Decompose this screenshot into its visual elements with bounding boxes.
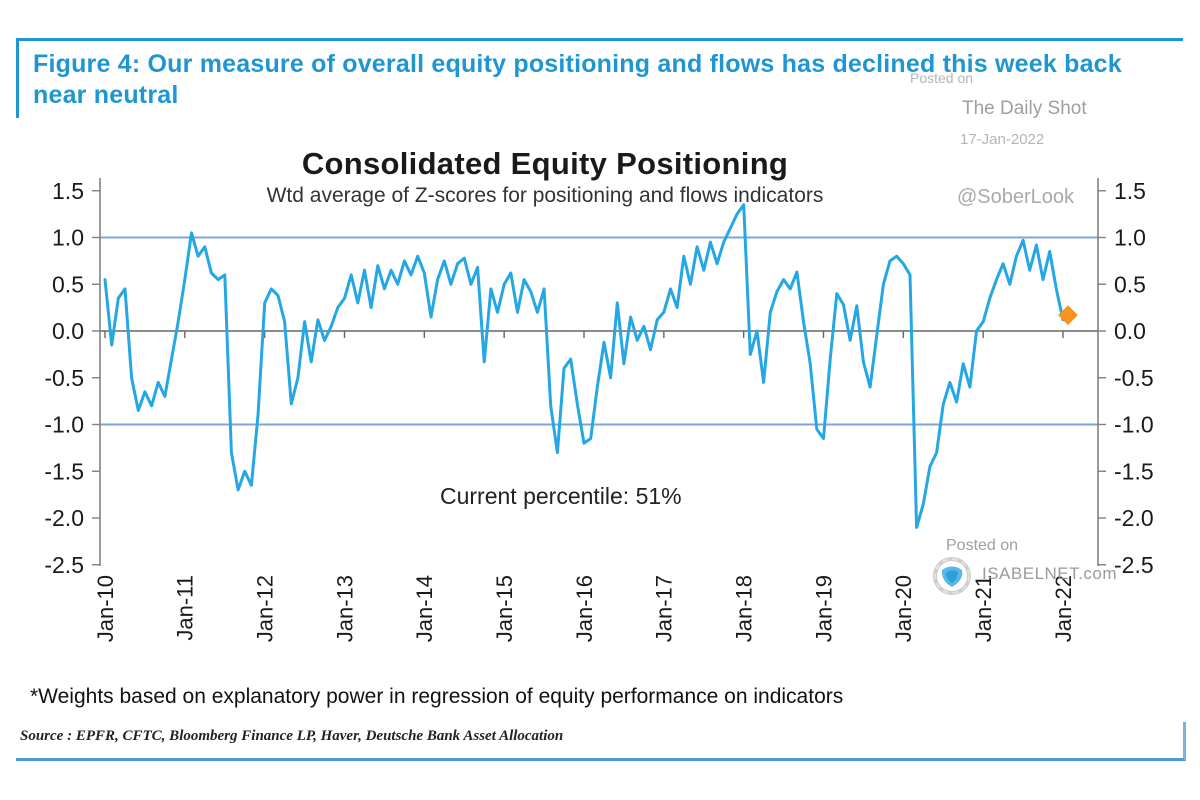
y-tick-label: 0.5: [1114, 271, 1146, 297]
y-tick-label: -1.0: [1114, 412, 1154, 438]
positioning-line-series: [103, 203, 1065, 529]
isabelnet-watermark: ISABELNET.com: [982, 564, 1117, 583]
chart-title: Consolidated Equity Positioning: [301, 146, 789, 181]
daily-shot-watermark: The Daily Shot: [962, 98, 1087, 119]
date-watermark: 17-Jan-2022: [960, 131, 1045, 148]
y-tick-label: -0.5: [1114, 365, 1154, 391]
soberlook-watermark: @SoberLook: [957, 186, 1075, 208]
x-tick-label: Jan-16: [572, 575, 597, 642]
figure-caption-box: Figure 4: Our measure of overall equity …: [16, 38, 1183, 118]
footnote: *Weights based on explanatory power in r…: [30, 685, 844, 708]
y-tick-label: 1.0: [52, 225, 84, 251]
y-tick-label: 1.0: [1114, 225, 1146, 251]
y-tick-label: -2.5: [44, 552, 84, 578]
chart-subtitle: Wtd average of Z-scores for positioning …: [266, 184, 824, 207]
bottom-border-rule: [16, 722, 1186, 761]
y-tick-label: -1.5: [44, 458, 84, 484]
x-tick-label: Jan-22: [1051, 575, 1076, 642]
x-tick-label: Jan-14: [412, 575, 437, 642]
x-tick-label: Jan-17: [652, 575, 677, 642]
y-tick-label: 1.5: [52, 178, 84, 204]
y-tick-label: 0.5: [52, 271, 84, 297]
x-tick-label: Jan-20: [891, 575, 916, 642]
x-tick-label: Jan-13: [332, 575, 357, 642]
x-tick-label: Jan-15: [492, 575, 517, 642]
x-tick-label: Jan-19: [811, 575, 836, 642]
posted-on-label-bottom: Posted on: [946, 537, 1019, 554]
y-tick-label: 0.0: [52, 318, 84, 344]
x-tick-label: Jan-10: [93, 575, 118, 642]
y-tick-label: -1.0: [44, 412, 84, 438]
x-tick-label: Jan-12: [252, 575, 277, 642]
y-tick-label: 1.5: [1114, 178, 1146, 204]
y-tick-label: -0.5: [44, 365, 84, 391]
y-tick-label: -2.0: [1114, 505, 1154, 531]
figure-caption: Figure 4: Our measure of overall equity …: [33, 50, 1122, 110]
x-tick-label: Jan-21: [971, 575, 996, 642]
latest-point-marker: [1058, 305, 1078, 326]
isabelnet-swirl-logo-icon: [933, 557, 971, 595]
y-tick-label: 0.0: [1114, 318, 1146, 344]
y-tick-label: -2.5: [1114, 552, 1154, 578]
posted-on-label: Posted on: [910, 70, 974, 86]
y-tick-label: -1.5: [1114, 458, 1154, 484]
x-tick-label: Jan-18: [731, 575, 756, 642]
y-tick-label: -2.0: [44, 505, 84, 531]
current-percentile-annotation: Current percentile: 51%: [440, 483, 682, 509]
x-tick-label: Jan-11: [173, 575, 198, 641]
source-line: Source : EPFR, CFTC, Bloomberg Finance L…: [20, 728, 564, 744]
